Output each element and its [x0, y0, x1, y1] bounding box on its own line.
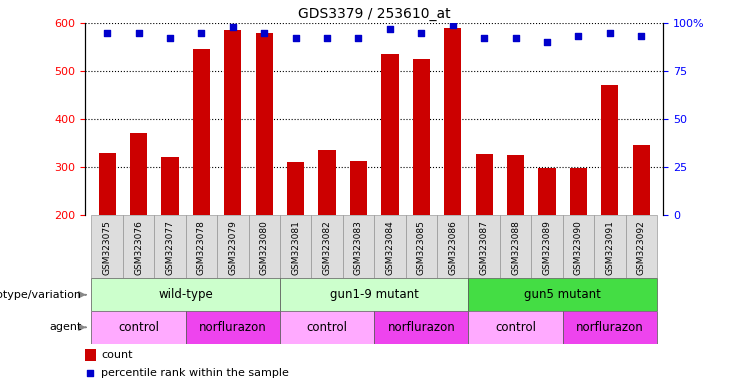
Bar	[343, 215, 374, 278]
Text: GSM323084: GSM323084	[385, 220, 394, 275]
Text: GSM323081: GSM323081	[291, 220, 300, 275]
Bar	[280, 311, 374, 344]
Point	[416, 30, 428, 36]
Bar	[468, 215, 500, 278]
Point	[227, 24, 239, 30]
Text: GSM323079: GSM323079	[228, 220, 237, 275]
Text: control: control	[307, 321, 348, 334]
Bar	[476, 154, 493, 215]
Text: norflurazon: norflurazon	[199, 321, 267, 334]
Bar	[594, 215, 625, 278]
Bar	[507, 155, 524, 215]
Point	[384, 26, 396, 32]
Text: genotype/variation: genotype/variation	[0, 290, 82, 300]
Title: GDS3379 / 253610_at: GDS3379 / 253610_at	[298, 7, 451, 21]
Text: GSM323076: GSM323076	[134, 220, 143, 275]
Bar	[350, 161, 367, 215]
Point	[541, 39, 553, 45]
Text: GSM323075: GSM323075	[103, 220, 112, 275]
Bar	[256, 33, 273, 215]
Text: GSM323080: GSM323080	[260, 220, 269, 275]
Text: wild-type: wild-type	[159, 288, 213, 301]
Text: norflurazon: norflurazon	[576, 321, 644, 334]
Bar	[99, 152, 116, 215]
Text: gun5 mutant: gun5 mutant	[524, 288, 601, 301]
Bar	[374, 215, 405, 278]
Text: GSM323087: GSM323087	[479, 220, 488, 275]
Bar	[186, 215, 217, 278]
Point	[102, 30, 113, 36]
Text: percentile rank within the sample: percentile rank within the sample	[102, 367, 289, 377]
Bar	[413, 59, 430, 215]
Bar	[319, 150, 336, 215]
Bar	[562, 311, 657, 344]
Bar	[500, 215, 531, 278]
Bar	[311, 215, 343, 278]
Text: GSM323091: GSM323091	[605, 220, 614, 275]
Point	[196, 30, 207, 36]
Point	[133, 30, 144, 36]
Point	[635, 33, 647, 40]
Text: agent: agent	[49, 322, 82, 333]
Bar	[625, 215, 657, 278]
Bar	[437, 215, 468, 278]
Text: GSM323088: GSM323088	[511, 220, 520, 275]
Bar	[225, 30, 242, 215]
Text: norflurazon: norflurazon	[388, 321, 455, 334]
Text: count: count	[102, 350, 133, 360]
Bar	[287, 162, 305, 215]
Point	[604, 30, 616, 36]
Bar	[162, 157, 179, 215]
Bar	[538, 168, 556, 215]
Bar	[154, 215, 186, 278]
Bar	[405, 215, 437, 278]
Bar	[374, 311, 468, 344]
Point	[164, 35, 176, 41]
Text: GSM323083: GSM323083	[354, 220, 363, 275]
Bar	[91, 311, 186, 344]
Point	[510, 35, 522, 41]
Bar	[444, 28, 462, 215]
Bar	[280, 278, 468, 311]
Bar	[468, 311, 562, 344]
Bar	[601, 86, 619, 215]
Bar	[186, 311, 280, 344]
Point	[290, 35, 302, 41]
Text: control: control	[495, 321, 536, 334]
Text: GSM323090: GSM323090	[574, 220, 583, 275]
Bar	[85, 349, 96, 361]
Bar	[562, 215, 594, 278]
Bar	[217, 215, 248, 278]
Bar	[91, 278, 280, 311]
Point	[478, 35, 490, 41]
Point	[321, 35, 333, 41]
Point	[84, 369, 96, 376]
Point	[447, 22, 459, 28]
Text: GSM323078: GSM323078	[197, 220, 206, 275]
Text: GSM323092: GSM323092	[637, 220, 645, 275]
Bar	[193, 50, 210, 215]
Text: GSM323085: GSM323085	[417, 220, 426, 275]
Bar	[123, 215, 154, 278]
Bar	[531, 215, 562, 278]
Bar	[468, 278, 657, 311]
Text: control: control	[118, 321, 159, 334]
Text: gun1-9 mutant: gun1-9 mutant	[330, 288, 419, 301]
Bar	[130, 134, 147, 215]
Text: GSM323082: GSM323082	[322, 220, 331, 275]
Bar	[91, 215, 123, 278]
Bar	[382, 54, 399, 215]
Point	[573, 33, 585, 40]
Bar	[280, 215, 311, 278]
Point	[259, 30, 270, 36]
Bar	[248, 215, 280, 278]
Point	[353, 35, 365, 41]
Bar	[633, 146, 650, 215]
Text: GSM323077: GSM323077	[165, 220, 175, 275]
Text: GSM323086: GSM323086	[448, 220, 457, 275]
Bar	[570, 169, 587, 215]
Text: GSM323089: GSM323089	[542, 220, 551, 275]
